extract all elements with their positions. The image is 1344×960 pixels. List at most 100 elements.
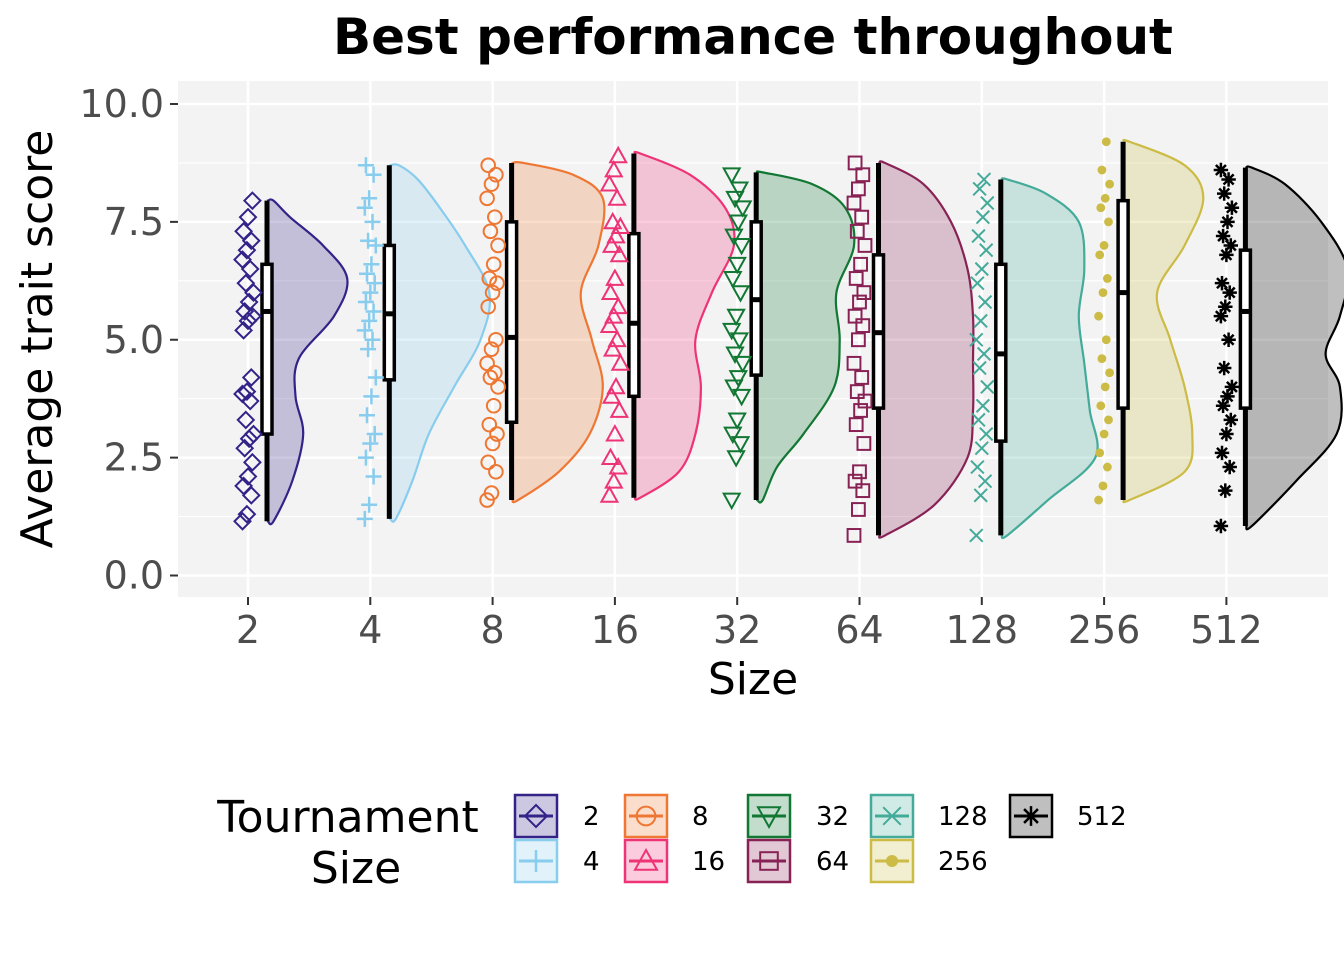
x-tick-label: 16 [591, 608, 639, 652]
data-point [1224, 200, 1240, 215]
data-point [1223, 238, 1238, 253]
data-point [242, 191, 262, 211]
legend-key-marker [633, 847, 659, 871]
x-tick-label: 256 [1068, 608, 1141, 652]
data-point [604, 306, 624, 324]
density-layer [266, 138, 1344, 540]
legend-title-line-1: Tournament [216, 792, 478, 843]
data-point [1219, 247, 1234, 263]
x-tick-label: 32 [713, 608, 761, 652]
legend-key-marker [523, 803, 549, 829]
data-point [601, 235, 622, 253]
data-point [855, 167, 871, 183]
data-point [733, 200, 753, 218]
data-point [1220, 214, 1235, 230]
data-point [487, 364, 503, 381]
data-point [242, 452, 262, 472]
legend-key-label: 512 [1077, 802, 1127, 832]
data-point [366, 275, 383, 292]
data-point [972, 181, 987, 196]
chart-title: Best performance throughout [333, 8, 1173, 66]
data-point [608, 456, 628, 475]
data-point [1096, 401, 1106, 411]
density-cloud [633, 150, 736, 501]
data-point [363, 388, 380, 405]
data-point [1223, 412, 1238, 428]
data-point [728, 370, 748, 388]
data-point [361, 190, 378, 207]
data-point [1222, 459, 1237, 475]
y-tick-label: 5.0 [104, 318, 164, 362]
data-point [488, 166, 504, 183]
data-point [851, 502, 866, 517]
data-point [490, 379, 506, 395]
data-point [363, 256, 380, 273]
data-point [722, 322, 742, 341]
legend-title-line-2: Size [311, 843, 401, 894]
data-point [359, 407, 375, 424]
data-point [604, 471, 624, 489]
data-point [489, 426, 505, 442]
data-point [973, 313, 988, 328]
data-point [977, 474, 993, 489]
data-point [479, 355, 495, 372]
data-point [974, 261, 989, 277]
legend-key-marker [635, 805, 657, 827]
data-point [972, 360, 987, 376]
data-point [980, 379, 995, 395]
data-point [238, 207, 258, 227]
data-point [599, 485, 620, 503]
data-point [1219, 426, 1234, 442]
data-point [979, 426, 994, 442]
data-point [237, 504, 257, 524]
x-tick-label: 4 [358, 608, 382, 652]
data-point [233, 384, 252, 404]
data-point [236, 410, 256, 430]
data-point [364, 213, 381, 230]
data-point [485, 256, 502, 273]
density-cloud [1122, 138, 1205, 504]
legend-key-marker [1021, 806, 1041, 826]
boxplot-layer [260, 141, 1253, 536]
data-point [484, 435, 501, 452]
data-point [976, 346, 992, 362]
data-point [971, 412, 986, 428]
box-iqr [1116, 198, 1130, 410]
data-point [1218, 483, 1233, 498]
data-point [846, 355, 862, 371]
data-point [606, 376, 626, 395]
data-point [480, 157, 497, 174]
data-point [360, 341, 377, 358]
data-point [1101, 335, 1111, 345]
legend-key-marker [525, 850, 547, 872]
data-point [723, 426, 743, 445]
data-point [1222, 285, 1237, 300]
data-point [483, 485, 500, 501]
data-point [605, 423, 625, 442]
data-point [977, 294, 993, 310]
legend-key-label: 8 [692, 802, 709, 832]
data-point [233, 511, 252, 531]
density-cloud [1000, 177, 1099, 540]
data-point [365, 468, 382, 485]
data-point [856, 285, 872, 301]
data-point [846, 195, 862, 211]
data-point [356, 199, 373, 216]
data-point [1215, 398, 1231, 413]
data-point [729, 332, 750, 350]
data-point [1098, 481, 1108, 491]
data-point [483, 341, 500, 357]
data-point [599, 174, 620, 192]
data-point [726, 450, 746, 468]
data-point [854, 209, 870, 225]
legend-key: 512 [1008, 793, 1127, 839]
box-iqr [1238, 248, 1253, 410]
data-point [726, 308, 746, 327]
data-point [237, 382, 257, 402]
x-tick-label: 8 [481, 608, 505, 652]
data-point [366, 426, 383, 443]
data-point [1213, 162, 1229, 178]
data-point [361, 312, 378, 329]
data-point [357, 449, 374, 466]
data-point [1099, 429, 1109, 439]
